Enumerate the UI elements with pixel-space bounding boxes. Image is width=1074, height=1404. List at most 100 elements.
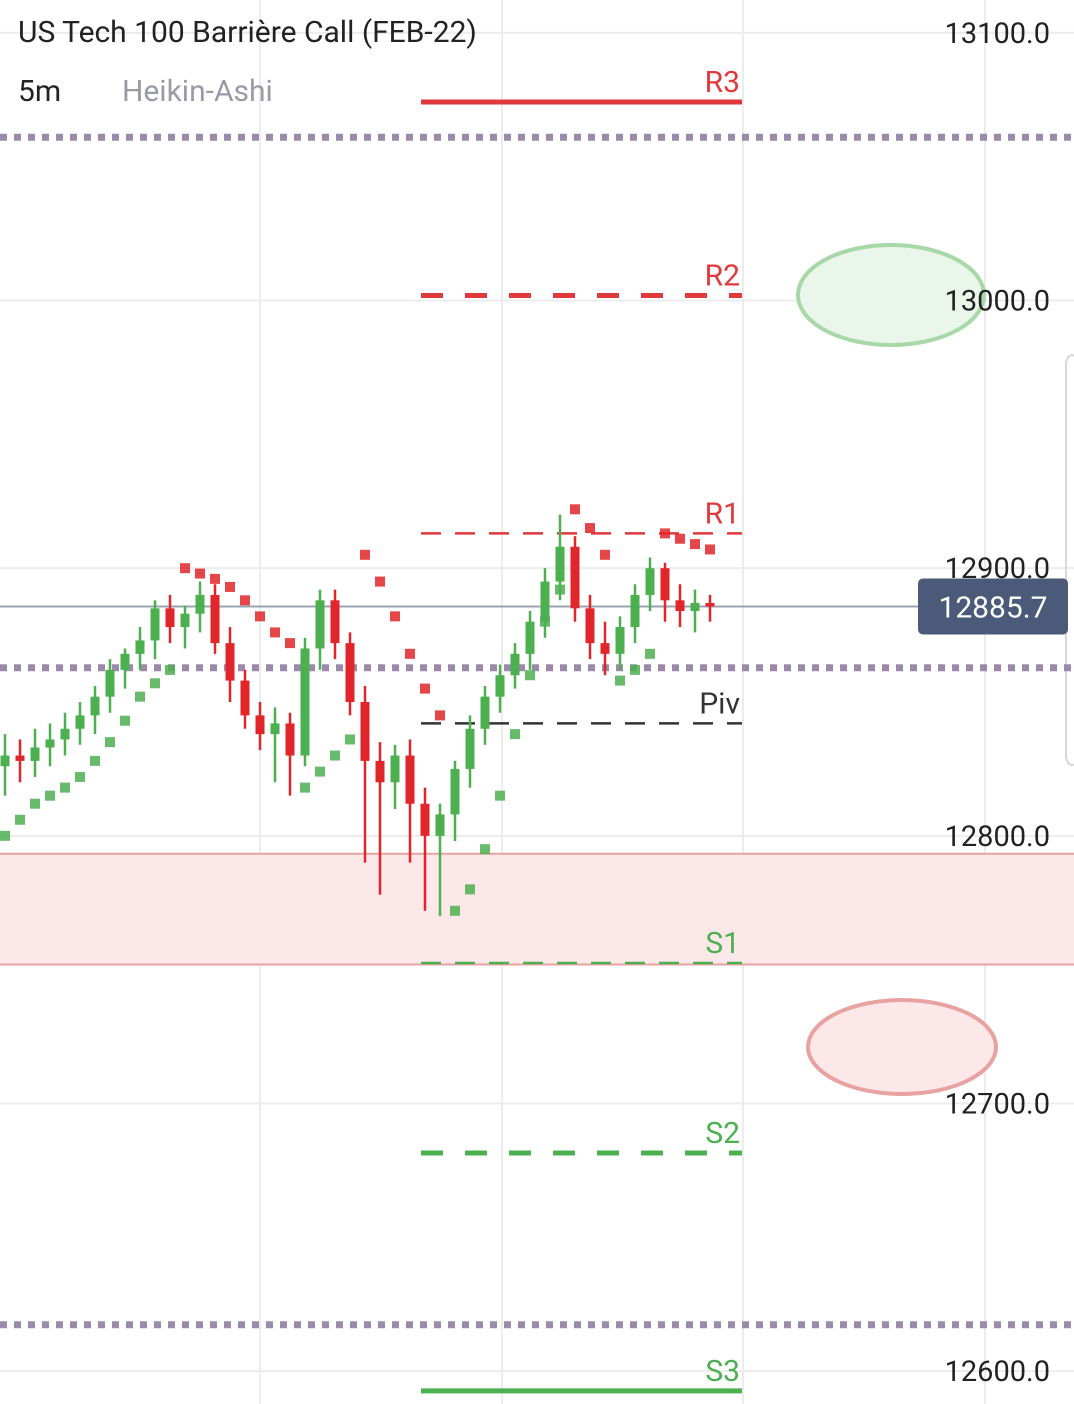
sar-dot	[60, 782, 70, 793]
pivot-label: R2	[705, 258, 740, 293]
sar-dot	[210, 573, 220, 584]
candle-body	[435, 814, 445, 836]
sar-dot	[420, 683, 430, 694]
candle-body	[195, 594, 205, 614]
candle-body	[375, 760, 385, 783]
candle-body	[390, 755, 400, 783]
candle-body	[150, 608, 160, 641]
candle-body	[135, 640, 145, 654]
sar-dot	[225, 581, 235, 592]
pivot-label: S2	[705, 1116, 740, 1151]
sar-dot	[510, 729, 520, 740]
candle-body	[75, 715, 85, 729]
sar-dot	[135, 691, 145, 702]
candle-body	[525, 621, 535, 654]
interval[interactable]: 5m	[18, 74, 61, 109]
candle-body	[600, 643, 610, 654]
candle-body	[675, 600, 685, 612]
sar-dot	[375, 576, 385, 587]
candle-body	[210, 594, 220, 644]
sar-dot	[75, 771, 85, 782]
candle-body	[405, 755, 415, 804]
sar-dot	[270, 627, 280, 638]
sar-dot	[390, 611, 400, 622]
sar-dot	[345, 734, 355, 745]
pivot-label: S1	[705, 926, 740, 961]
sar-dot	[240, 595, 250, 606]
candle-body	[165, 608, 175, 628]
candle-body	[360, 702, 370, 761]
candle-body	[225, 643, 235, 681]
pivot-label: S3	[705, 1354, 740, 1389]
sar-dot	[495, 790, 505, 801]
sar-dot	[570, 504, 580, 515]
sar-dot	[540, 616, 550, 627]
candle-body	[315, 600, 325, 649]
green-ellipse	[796, 243, 986, 347]
candle-body	[450, 768, 460, 815]
last-price-label: 12885.7	[938, 590, 1047, 625]
candle-body	[495, 675, 505, 697]
red-ellipse	[806, 998, 998, 1096]
sar-dot	[30, 798, 40, 809]
candle-body	[585, 608, 595, 644]
candle-body	[540, 581, 550, 622]
sar-dot	[450, 905, 460, 916]
sar-dot	[705, 544, 715, 555]
candle-body	[120, 653, 130, 670]
candle-body	[645, 568, 655, 595]
candle-body	[555, 546, 565, 582]
y-tick-label: 12600.0	[945, 1355, 1050, 1389]
sar-dot	[285, 638, 295, 649]
sar-dot	[360, 549, 370, 560]
candle-body	[15, 755, 25, 761]
sar-dot	[645, 648, 655, 659]
pivot-label: R3	[705, 65, 740, 100]
sar-dot	[630, 664, 640, 675]
sar-dot	[300, 782, 310, 793]
sar-dot	[435, 710, 445, 721]
sar-dot	[405, 648, 415, 659]
candle-body	[690, 602, 700, 612]
sar-dot	[660, 528, 670, 539]
sar-dot	[690, 539, 700, 550]
sar-dot	[330, 750, 340, 761]
sar-dot	[0, 830, 10, 841]
pivot-label: R1	[705, 496, 740, 531]
y-tick-label: 13100.0	[945, 17, 1050, 51]
candle-body	[480, 696, 490, 729]
sar-dot	[120, 715, 130, 726]
sar-dot	[165, 664, 175, 675]
candle-body	[270, 723, 280, 735]
candle-body	[255, 715, 265, 735]
candle-body	[30, 747, 40, 761]
sar-dot	[615, 675, 625, 686]
y-tick-label: 13000.0	[945, 285, 1050, 319]
zone	[0, 853, 1074, 965]
candle-body	[45, 739, 55, 748]
candle-body	[570, 546, 580, 609]
sar-dot	[480, 844, 490, 855]
scroll-handle[interactable]	[1065, 354, 1074, 766]
candle-body	[420, 803, 430, 836]
y-tick-label: 12700.0	[945, 1087, 1050, 1121]
sar-dot	[465, 884, 475, 895]
sar-dot	[90, 755, 100, 766]
sar-dot	[195, 568, 205, 579]
chart-title: US Tech 100 Barrière Call (FEB-22)	[18, 15, 477, 50]
sar-dot	[105, 737, 115, 748]
candle-body	[345, 643, 355, 702]
sar-dot	[255, 611, 265, 622]
sar-dot	[525, 670, 535, 681]
chart-style[interactable]: Heikin-Ashi	[122, 74, 273, 109]
candle-body	[240, 680, 250, 716]
sar-dot	[180, 563, 190, 574]
sar-dot	[45, 790, 55, 801]
candle-body	[330, 600, 340, 644]
candle-body	[465, 728, 475, 769]
sar-dot	[15, 814, 25, 825]
candle-body	[285, 723, 295, 756]
candle-body	[510, 653, 520, 676]
